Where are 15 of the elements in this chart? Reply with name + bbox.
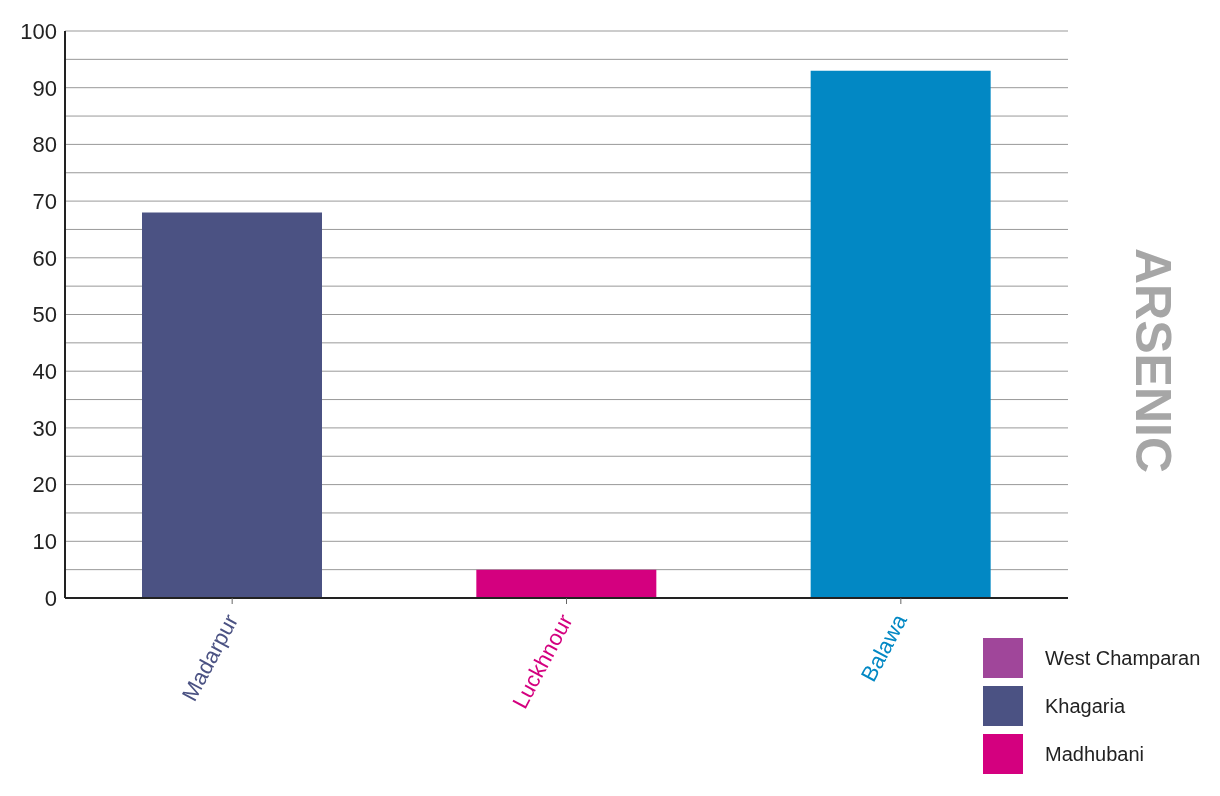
y-tick-label: 60 [32, 245, 57, 271]
y-tick-label: 30 [32, 415, 57, 441]
y-tick-label: 20 [32, 472, 57, 498]
legend-label: Khagaria [1045, 694, 1126, 718]
y-tick-label: 80 [32, 132, 57, 158]
legend-label: West Champaran [1045, 646, 1201, 670]
y-tick-label: 90 [32, 75, 57, 101]
y-tick-label: 40 [32, 359, 57, 385]
y-tick-label: 50 [32, 302, 57, 328]
y-tick-label: 10 [32, 529, 57, 555]
y-tick-label: 70 [32, 188, 57, 214]
y-tick-label: 100 [20, 18, 57, 44]
text: ARSENIC [1124, 248, 1182, 476]
legend-label: Madhubani [1045, 742, 1144, 766]
y-tick-label: 0 [44, 585, 57, 611]
